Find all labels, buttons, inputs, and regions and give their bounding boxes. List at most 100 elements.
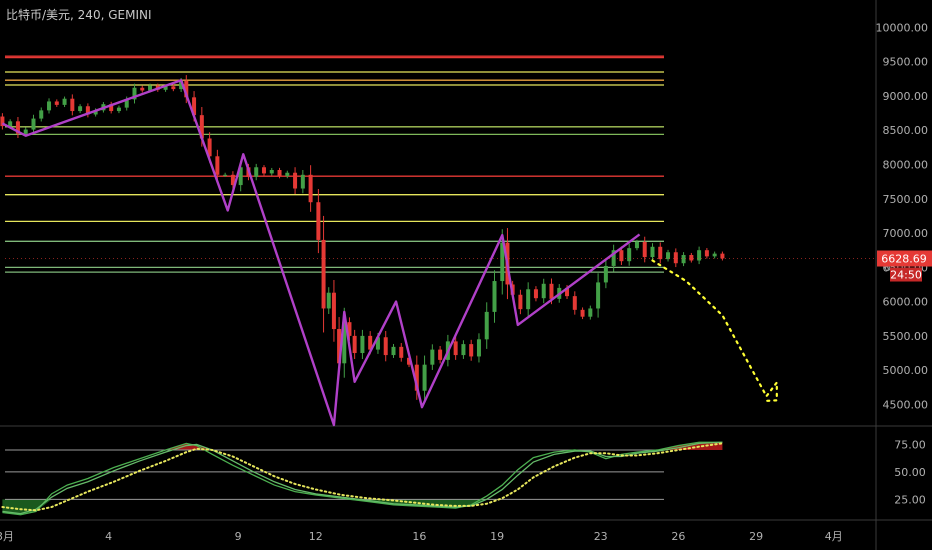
price-tick-label: 6000.00 [883, 296, 929, 309]
oscillator-tick-label: 25.00 [894, 493, 926, 506]
candle-body [199, 115, 204, 139]
time-tick-label: 9 [235, 530, 242, 543]
candle-body [580, 309, 585, 317]
candle-body [484, 311, 489, 340]
candle-body [453, 341, 458, 356]
price-tick-label: 8500.00 [883, 124, 929, 137]
countdown-badge [890, 267, 922, 282]
candle-body [383, 337, 388, 356]
candle-body [347, 322, 352, 336]
candle-body [352, 335, 357, 354]
candle-body [627, 248, 632, 262]
candle-body [342, 322, 347, 364]
candle-body [541, 283, 546, 299]
candle-body [500, 242, 505, 282]
candle-body [689, 255, 694, 261]
candle-body [518, 294, 523, 310]
price-tick-label: 4500.00 [883, 398, 929, 411]
candle-body [261, 167, 266, 174]
candle-body [116, 107, 121, 112]
candle-body [321, 239, 326, 309]
oscillator-series-line [2, 441, 723, 516]
candle-body [47, 101, 52, 111]
oscillator-oversold-fill [2, 499, 723, 515]
candle-body [15, 121, 20, 134]
candle-body [62, 98, 67, 105]
candle-body [360, 335, 365, 354]
candle-body [140, 87, 145, 91]
candle-body [619, 250, 624, 262]
candle-body [572, 296, 577, 310]
candle-body [391, 346, 396, 356]
candle-body [124, 99, 129, 108]
price-tick-label: 9500.00 [883, 56, 929, 69]
candle-body [476, 339, 481, 357]
time-tick-label: 16 [412, 530, 426, 543]
candle-body [337, 329, 342, 364]
candle-body [658, 246, 663, 260]
oscillator-overbought-fill [2, 442, 723, 450]
candle-body [430, 349, 435, 365]
candle-body [0, 116, 5, 127]
candle-body [179, 80, 184, 90]
candle-body [697, 250, 702, 261]
time-tick-label: 26 [671, 530, 685, 543]
candle-body [132, 87, 137, 100]
candle-body [720, 253, 725, 259]
candle-body [634, 241, 639, 249]
candle-body [375, 337, 380, 350]
time-tick-label: 12 [309, 530, 323, 543]
zigzag-line [1, 79, 641, 427]
candle-body [39, 110, 44, 119]
price-tick-label: 10000.00 [876, 21, 929, 34]
candle-body [230, 174, 235, 186]
candle-body [93, 110, 98, 115]
candle-body [533, 289, 538, 299]
candle-body [184, 80, 189, 98]
candle-body [407, 357, 412, 365]
time-tick-label: 19 [490, 530, 504, 543]
price-tick-label: 7000.00 [883, 227, 929, 240]
price-tick-label: 7500.00 [883, 193, 929, 206]
candle-body [326, 292, 331, 309]
candle-body [277, 170, 282, 177]
candle-body [438, 349, 443, 360]
candle-body [215, 156, 220, 175]
time-tick-label: 23 [594, 530, 608, 543]
candle-body [8, 121, 13, 127]
candle-body [316, 202, 321, 240]
candle-body [308, 174, 313, 203]
candle-body [269, 170, 274, 174]
oscillator-series-line [2, 441, 723, 515]
time-tick-label: 3月 [0, 530, 14, 543]
candle-body [192, 97, 197, 116]
candle-body [596, 282, 601, 309]
candle-body [207, 138, 212, 157]
candle-body [565, 287, 570, 297]
candle-body [469, 344, 474, 357]
projection-line [651, 259, 778, 403]
candle-body [293, 172, 298, 189]
candle-body [54, 101, 59, 105]
candle-body [78, 106, 83, 112]
price-tick-label: 5500.00 [883, 330, 929, 343]
candle-body [238, 167, 243, 186]
candle-body [642, 241, 647, 258]
candle-body [549, 283, 554, 299]
last-price-label: 6628.69 [881, 253, 927, 266]
price-tick-label: 5000.00 [883, 364, 929, 377]
candle-body [254, 167, 259, 177]
candle-body [414, 364, 419, 391]
candle-body [492, 281, 497, 312]
candle-body [85, 106, 90, 115]
candle-body [681, 255, 686, 264]
candle-body [399, 346, 404, 358]
hidden-price-label: 6 [884, 261, 891, 274]
chart-title: 比特币/美元, 240, GEMINI [6, 8, 152, 22]
candle-body [712, 253, 717, 257]
candle-body [526, 289, 531, 310]
oscillator-series-line [1, 442, 724, 512]
candle-body [70, 98, 75, 112]
